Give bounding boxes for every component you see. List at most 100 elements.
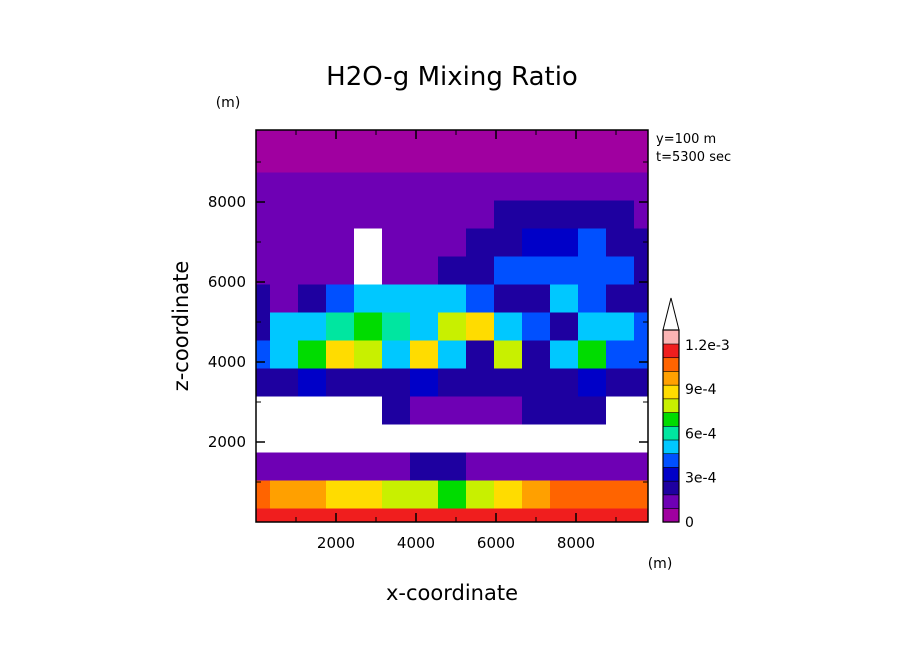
heatmap-cell <box>634 256 649 285</box>
heatmap-cell <box>382 144 411 173</box>
heatmap-cell <box>466 396 495 425</box>
heatmap-cell <box>522 396 551 425</box>
heatmap-cell <box>438 340 467 369</box>
heatmap-cell <box>354 144 383 173</box>
heatmap-cell <box>578 200 607 229</box>
heatmap-cell <box>298 340 327 369</box>
heatmap-cell <box>550 144 579 173</box>
heatmap-cell <box>410 340 439 369</box>
heatmap-cell <box>606 200 635 229</box>
heatmap-cell <box>438 284 467 313</box>
heatmap-cell <box>522 452 551 481</box>
colorbar-tick-label: 1.2e-3 <box>685 338 730 354</box>
heatmap-cell <box>354 228 383 257</box>
heatmap-cell <box>298 424 327 453</box>
heatmap-cell <box>522 256 551 285</box>
heatmap-cell <box>326 396 355 425</box>
heatmap-cell <box>326 200 355 229</box>
heatmap-cell <box>354 396 383 425</box>
heatmap-cell <box>256 200 271 229</box>
heatmap-cell <box>522 480 551 509</box>
heatmap-cell <box>354 312 383 341</box>
heatmap-cell <box>382 284 411 313</box>
heatmap-cell <box>270 396 299 425</box>
x-tick-label: 6000 <box>477 534 515 552</box>
heatmap-cell <box>438 130 467 145</box>
heatmap-cell <box>256 396 271 425</box>
heatmap-cell <box>550 396 579 425</box>
heatmap-cells <box>256 130 649 523</box>
heatmap-cell <box>466 256 495 285</box>
heatmap-cell <box>522 200 551 229</box>
heatmap-cell <box>354 130 383 145</box>
heatmap-cell <box>634 480 649 509</box>
heatmap-cell <box>326 508 355 523</box>
colorbar-tick-label: 6e-4 <box>685 426 717 442</box>
heatmap-cell <box>494 480 523 509</box>
heatmap-cell <box>578 508 607 523</box>
heatmap-cell <box>550 424 579 453</box>
colorbar-tick-label: 0 <box>685 515 694 531</box>
heatmap-cell <box>256 256 271 285</box>
heatmap-cell <box>382 172 411 201</box>
heatmap-cell <box>522 312 551 341</box>
heatmap-cell <box>410 424 439 453</box>
heatmap-cell <box>256 452 271 481</box>
x-tick-label: 4000 <box>397 534 435 552</box>
heatmap-cell <box>550 284 579 313</box>
heatmap-cell <box>522 368 551 397</box>
colorbar-segment <box>662 480 680 496</box>
heatmap-cell <box>578 228 607 257</box>
y-axis-title: z-coordinate <box>169 261 193 392</box>
heatmap-cell <box>438 452 467 481</box>
heatmap-cell <box>354 172 383 201</box>
heatmap-cell <box>256 312 271 341</box>
annotation-y-location: y=100 m <box>656 132 716 147</box>
heatmap-cell <box>382 452 411 481</box>
heatmap-cell <box>634 368 649 397</box>
heatmap-cell <box>578 424 607 453</box>
heatmap-cell <box>438 144 467 173</box>
heatmap-cell <box>494 452 523 481</box>
heatmap-cell <box>522 172 551 201</box>
heatmap-cell <box>550 256 579 285</box>
heatmap-cell <box>438 508 467 523</box>
heatmap-cell <box>466 312 495 341</box>
colorbar-segment <box>662 343 680 359</box>
heatmap-cell <box>438 172 467 201</box>
heatmap-cell <box>466 172 495 201</box>
heatmap-cell <box>494 172 523 201</box>
heatmap-cell <box>382 130 411 145</box>
heatmap-cell <box>410 256 439 285</box>
heatmap-cell <box>550 452 579 481</box>
colorbar-extend-arrow <box>662 297 680 331</box>
colorbar-segment <box>662 398 680 413</box>
plot-frame <box>255 129 649 523</box>
heatmap-cell <box>382 256 411 285</box>
heatmap-cell <box>522 284 551 313</box>
heatmap-cell <box>256 480 271 509</box>
heatmap-cell <box>606 424 635 453</box>
heatmap-cell <box>606 228 635 257</box>
heatmap-cell <box>410 284 439 313</box>
heatmap-cell <box>634 144 649 173</box>
heatmap-cell <box>438 424 467 453</box>
heatmap-cell <box>354 340 383 369</box>
heatmap-cell <box>550 172 579 201</box>
heatmap-cell <box>550 312 579 341</box>
colorbar-segment <box>662 357 680 372</box>
heatmap-cell <box>606 172 635 201</box>
colorbar-segment <box>662 411 680 427</box>
heatmap-cell <box>634 200 649 229</box>
heatmap-cell <box>606 256 635 285</box>
heatmap-cell <box>270 144 299 173</box>
heatmap-cell <box>578 130 607 145</box>
heatmap-cell <box>494 200 523 229</box>
heatmap-cell <box>382 200 411 229</box>
heatmap-cell <box>578 256 607 285</box>
heatmap-cell <box>270 256 299 285</box>
heatmap-cell <box>326 256 355 285</box>
annotation-time: t=5300 sec <box>656 150 731 165</box>
heatmap-cell <box>606 368 635 397</box>
heatmap-cell <box>550 368 579 397</box>
